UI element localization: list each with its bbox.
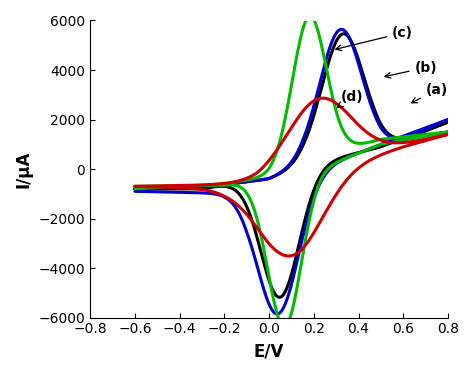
- X-axis label: E/V: E/V: [254, 342, 284, 360]
- Text: (d): (d): [337, 90, 363, 108]
- Text: (c): (c): [336, 26, 413, 51]
- Text: (b): (b): [385, 60, 437, 78]
- Y-axis label: I/μA: I/μA: [15, 150, 33, 188]
- Text: (a): (a): [411, 83, 448, 103]
